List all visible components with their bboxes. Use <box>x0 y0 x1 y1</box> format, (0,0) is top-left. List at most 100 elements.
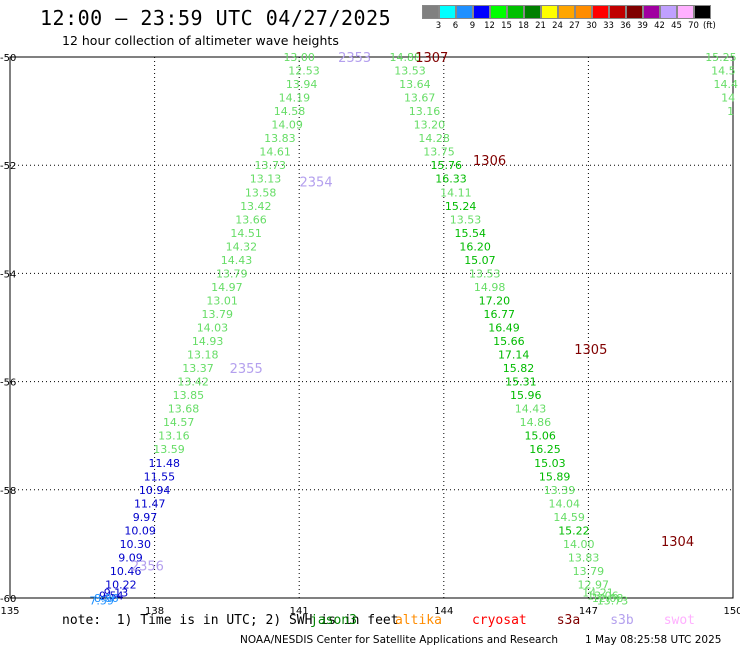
y-tick-label: -54 <box>0 269 16 280</box>
y-tick-label: -52 <box>0 161 16 172</box>
swh-point-label: 9.13 <box>104 587 129 600</box>
swh-point-label: 13.16 <box>409 105 441 118</box>
colorbar-label: 3 <box>435 21 442 31</box>
swh-point-label: 15.89 <box>539 470 571 483</box>
swh-point-label: 16.49 <box>488 322 520 335</box>
swh-point-label: 13.42 <box>177 376 209 389</box>
colorbar-label: 30 <box>586 21 597 31</box>
swh-point-label: 13.83 <box>568 551 600 564</box>
swh-point-label: 13.06 <box>587 589 619 602</box>
swh-point-label: 7.59 <box>89 595 114 608</box>
swh-point-label: 16.33 <box>435 173 467 186</box>
x-tick-label: 144 <box>434 606 453 617</box>
swh-point-label: 14.59 <box>553 511 585 524</box>
colorbar-cell <box>456 5 473 19</box>
swh-point-label: 14 <box>721 92 735 105</box>
swh-point-label: 14.21 <box>582 587 614 600</box>
colorbar-labels: 3 6 9 12 15 18 21 24 27 30 33 36 39 42 45 70 (ft) <box>422 21 716 31</box>
colorbar-cell <box>626 5 643 19</box>
swh-point-label: 14.58 <box>274 105 306 118</box>
swh-point-label: 13.39 <box>544 484 576 497</box>
colorbar-label: 21 <box>535 21 546 31</box>
colorbar-label: 36 <box>620 21 631 31</box>
pass-time-label: 1305 <box>574 343 607 358</box>
swh-point-label: 1 <box>727 105 734 118</box>
satellite-s3a: s3a <box>556 613 581 628</box>
satellite-jason3: jason3 <box>310 613 357 628</box>
colorbar-cell <box>609 5 626 19</box>
colorbar-cell <box>524 5 541 19</box>
swh-point-label: 14.09 <box>271 119 303 132</box>
colorbar-cell <box>660 5 677 19</box>
swh-point-label: 13.59 <box>153 443 185 456</box>
swh-point-label: 15.76 <box>430 159 462 172</box>
colorbar-cell <box>422 5 439 19</box>
swh-point-label: 14.51 <box>230 227 262 240</box>
swh-point-label: 10.46 <box>110 565 142 578</box>
swh-point-label: 13.94 <box>286 78 318 91</box>
swh-point-label: 15.31 <box>505 376 537 389</box>
swh-point-label: 16.25 <box>529 443 561 456</box>
satellite-legend: jason3 altika cryosat s3a s3b swot <box>310 613 725 628</box>
swh-point-label: 10.30 <box>120 538 152 551</box>
swh-point-label: 15.54 <box>455 227 487 240</box>
swh-point-label: 14.57 <box>163 416 195 429</box>
swh-point-label: 15.66 <box>493 335 525 348</box>
colorbar-label: 42 <box>654 21 665 31</box>
swh-point-label: 13.42 <box>240 200 272 213</box>
x-tick-label: 150 <box>723 606 740 617</box>
swh-point-label: 17.14 <box>498 349 530 362</box>
swh-point-label: 11.48 <box>148 457 180 470</box>
satellite-altika: altika <box>394 613 442 628</box>
pass-time-label: 1304 <box>661 535 694 550</box>
swh-point-label: 13.79 <box>202 308 234 321</box>
swh-point-label: 14.03 <box>197 322 229 335</box>
colorbar-label: 39 <box>637 21 648 31</box>
swh-point-label: 13.79 <box>573 565 605 578</box>
swh-point-label: 13.53 <box>394 65 426 78</box>
credit-text: NOAA/NESDIS Center for Satellite Applica… <box>240 634 558 646</box>
swh-point-label: 12.53 <box>288 65 320 78</box>
swh-point-label: 10.22 <box>105 578 137 591</box>
swh-point-label: 14.88 <box>389 51 421 64</box>
colorbar-cell <box>592 5 609 19</box>
swh-point-label: 13.75 <box>423 146 455 159</box>
pass-time-label: 1306 <box>473 154 506 169</box>
swh-point-label: 14.5 <box>711 65 736 78</box>
swh-point-label: 17.20 <box>479 294 511 307</box>
swh-point-label: 14.4 <box>714 78 739 91</box>
colorbar-cell <box>575 5 592 19</box>
colorbar-label: 9 <box>469 21 476 31</box>
swh-point-label: 15.22 <box>558 524 590 537</box>
colorbar-cell <box>677 5 694 19</box>
swh-point-label: 15.07 <box>464 254 496 267</box>
swh-point-label: 9.54 <box>99 589 124 602</box>
swh-point-label: 13.67 <box>404 92 436 105</box>
x-tick-label: 147 <box>579 606 598 617</box>
swh-point-label: 13.85 <box>173 389 205 402</box>
pass-time-label: 2355 <box>230 362 263 377</box>
swh-point-label: 14.28 <box>418 132 450 145</box>
swh-point-label: 16.77 <box>483 308 515 321</box>
swh-point-label: 13.20 <box>414 119 446 132</box>
colorbar-label: 45 <box>671 21 682 31</box>
swh-point-label: 12.08 <box>592 592 624 605</box>
satellite-swot: swot <box>663 613 696 628</box>
page-subtitle: 12 hour collection of altimeter wave hei… <box>62 33 339 48</box>
colorbar-cell <box>541 5 558 19</box>
swh-point-label: 14.04 <box>549 497 581 510</box>
colorbar-cell <box>473 5 490 19</box>
page-title: 12:00 — 23:59 UTC 04/27/2025 <box>40 6 392 30</box>
swh-point-label: 9.97 <box>133 511 158 524</box>
swh-point-label: 16.20 <box>459 240 491 253</box>
swh-point-label: 14.32 <box>226 240 258 253</box>
swh-point-label: 8.86 <box>94 592 119 605</box>
swh-point-label: 9.09 <box>118 551 143 564</box>
swh-point-label: 14.61 <box>259 146 291 159</box>
pass-time-label: 1307 <box>415 51 448 66</box>
colorbar-cell <box>507 5 524 19</box>
colorbar-cell <box>694 5 711 19</box>
swh-point-label: 15.06 <box>524 430 556 443</box>
pass-time-label: 2354 <box>300 175 333 190</box>
